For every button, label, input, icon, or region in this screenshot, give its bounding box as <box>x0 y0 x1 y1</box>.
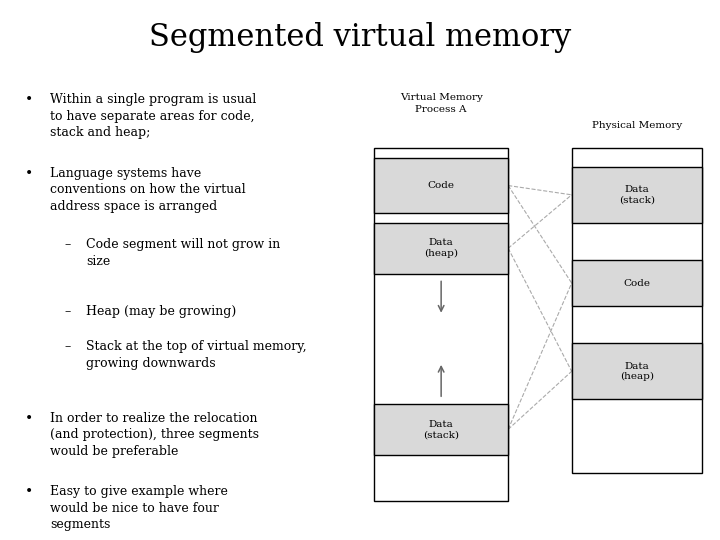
Text: Segmented virtual memory: Segmented virtual memory <box>149 22 571 52</box>
Text: •: • <box>25 411 33 426</box>
Text: –: – <box>65 238 71 251</box>
Bar <box>374 222 508 274</box>
Bar <box>374 404 508 455</box>
Text: Language systems have
conventions on how the virtual
address space is arranged: Language systems have conventions on how… <box>50 167 246 213</box>
Text: •: • <box>25 93 33 107</box>
Text: Heap (may be growing): Heap (may be growing) <box>86 305 237 318</box>
Text: Code segment will not grow in
size: Code segment will not grow in size <box>86 238 281 268</box>
Text: Virtual Memory
Process A: Virtual Memory Process A <box>400 93 482 113</box>
Text: –: – <box>65 305 71 318</box>
Text: Easy to give example where
would be nice to have four
segments: Easy to give example where would be nice… <box>50 485 228 531</box>
Text: •: • <box>25 167 33 181</box>
Bar <box>572 167 702 222</box>
Bar <box>374 148 508 501</box>
Text: •: • <box>25 485 33 500</box>
Text: Within a single program is usual
to have separate areas for code,
stack and heap: Within a single program is usual to have… <box>50 93 256 139</box>
Text: Data
(stack): Data (stack) <box>423 420 459 439</box>
Text: Data
(heap): Data (heap) <box>424 239 458 258</box>
Bar <box>572 260 702 306</box>
Text: Data
(stack): Data (stack) <box>619 185 655 205</box>
Bar <box>572 148 702 474</box>
Text: Code: Code <box>428 181 454 190</box>
Text: Data
(heap): Data (heap) <box>620 361 654 381</box>
Bar <box>374 158 508 213</box>
Bar <box>572 343 702 399</box>
Text: –: – <box>65 340 71 353</box>
Text: Physical Memory: Physical Memory <box>592 121 682 130</box>
Text: Code: Code <box>624 279 650 288</box>
Text: In order to realize the relocation
(and protection), three segments
would be pre: In order to realize the relocation (and … <box>50 411 259 458</box>
Text: Stack at the top of virtual memory,
growing downwards: Stack at the top of virtual memory, grow… <box>86 340 307 370</box>
